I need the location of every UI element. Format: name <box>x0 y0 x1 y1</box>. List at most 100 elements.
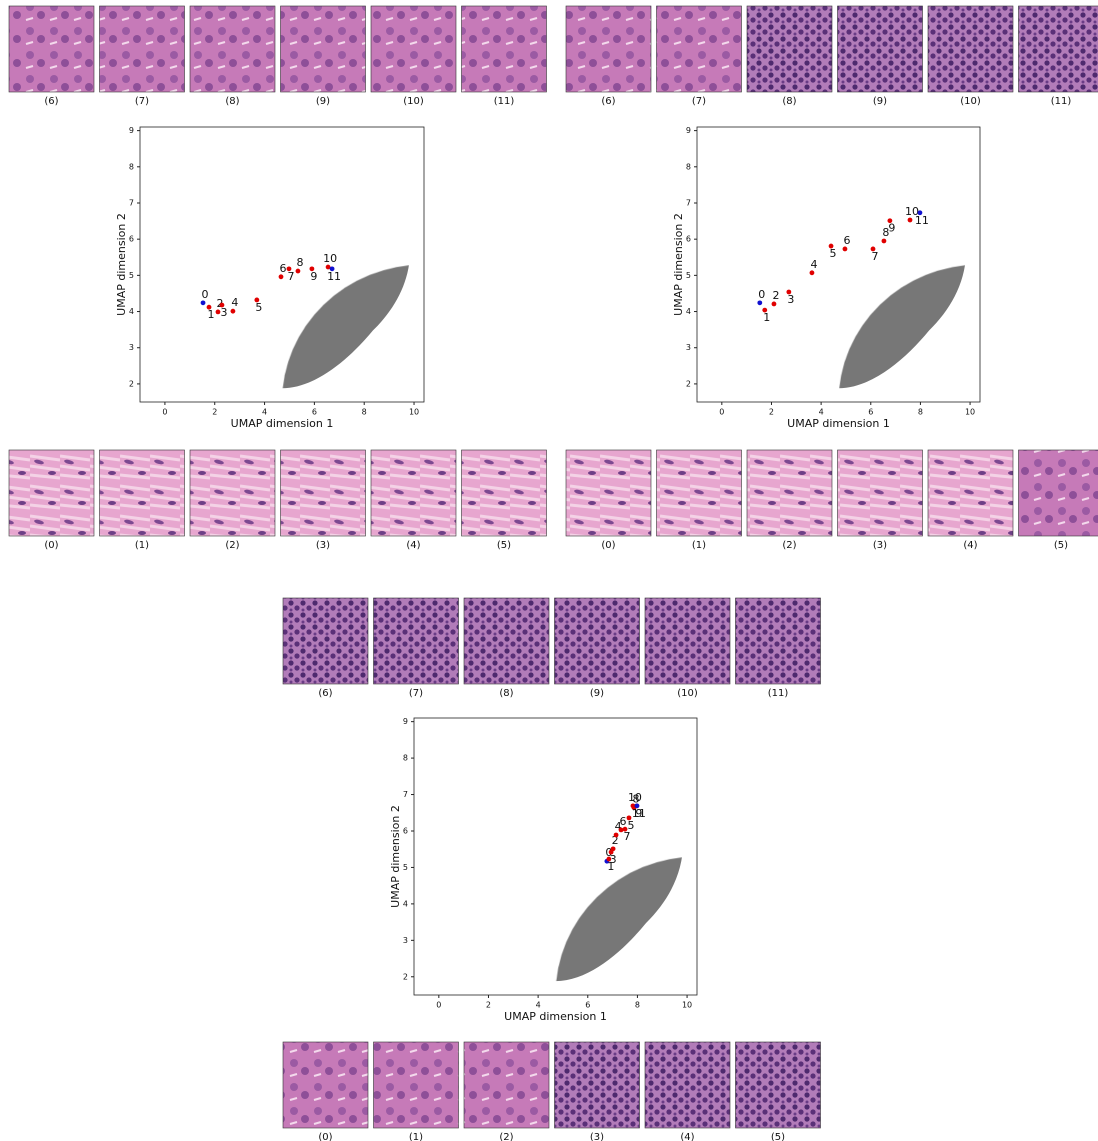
tile-label: (5) <box>497 540 511 551</box>
trajectory-point <box>908 218 913 223</box>
tile-label: (2) <box>782 540 796 551</box>
point-label: 6 <box>843 234 850 247</box>
histology-tile <box>555 1042 640 1128</box>
histology-tile <box>566 6 651 92</box>
point-label: 3 <box>220 306 227 319</box>
histology-tile <box>747 6 832 92</box>
point-label: 11 <box>915 214 929 227</box>
x-axis-label: UMAP dimension 1 <box>787 417 890 430</box>
trajectory-point <box>757 300 762 305</box>
histology-tile <box>281 450 366 536</box>
point-label: 2 <box>772 289 779 302</box>
tile-label: (4) <box>963 540 977 551</box>
histology-tile <box>657 450 742 536</box>
tile-label: (8) <box>225 96 239 107</box>
y-tick-label: 3 <box>686 343 691 352</box>
y-axis-label: UMAP dimension 2 <box>389 805 402 908</box>
histology-tile <box>462 450 547 536</box>
histology-tile <box>928 6 1013 92</box>
histology-tile <box>657 6 742 92</box>
tile-label: (8) <box>782 96 796 107</box>
x-tick-label: 10 <box>682 1001 692 1010</box>
histology-tile <box>555 598 640 684</box>
figure: 024681023456789UMAP dimension 1UMAP dime… <box>0 0 1098 1141</box>
point-label: 8 <box>296 256 303 269</box>
y-tick-label: 9 <box>686 126 691 135</box>
histology-tile <box>838 6 923 92</box>
histology-tile <box>464 598 549 684</box>
tile-label: (3) <box>873 540 887 551</box>
histology-tile <box>462 6 547 92</box>
tile-label: (8) <box>499 688 513 699</box>
point-label: 3 <box>787 293 794 306</box>
x-tick-label: 4 <box>262 408 267 417</box>
tile-label: (2) <box>499 1132 513 1141</box>
tile-label: (1) <box>692 540 706 551</box>
x-tick-label: 0 <box>162 408 167 417</box>
point-label: 11 <box>327 270 341 283</box>
y-axis-label: UMAP dimension 2 <box>672 213 685 316</box>
x-tick-label: 2 <box>769 408 774 417</box>
histology-tile <box>736 598 821 684</box>
histology-tile <box>281 6 366 92</box>
tile-label: (7) <box>409 688 423 699</box>
tile-label: (6) <box>44 96 58 107</box>
y-tick-label: 8 <box>129 162 134 171</box>
tile-label: (11) <box>768 688 789 699</box>
histology-tile <box>645 1042 730 1128</box>
trajectory-point <box>772 302 777 307</box>
tile-label: (0) <box>601 540 615 551</box>
x-tick-label: 4 <box>536 1001 541 1010</box>
point-label: 9 <box>888 222 895 235</box>
trajectory-point <box>201 300 206 305</box>
point-label: 11 <box>632 807 646 820</box>
y-tick-label: 8 <box>403 754 408 763</box>
trajectory-point <box>614 833 619 838</box>
x-tick-label: 8 <box>635 1001 640 1010</box>
histology-tile <box>747 450 832 536</box>
point-label: 0 <box>758 288 765 301</box>
point-label: 3 <box>610 853 617 866</box>
y-tick-label: 6 <box>129 235 134 244</box>
y-tick-label: 5 <box>686 271 691 280</box>
x-tick-label: 8 <box>918 408 923 417</box>
histology-tile <box>374 1042 459 1128</box>
x-axis-label: UMAP dimension 1 <box>231 417 334 430</box>
histology-tile <box>645 598 730 684</box>
tile-label: (4) <box>406 540 420 551</box>
trajectory-point <box>843 247 848 252</box>
tile-label: (10) <box>677 688 698 699</box>
tile-label: (5) <box>1054 540 1068 551</box>
y-tick-label: 2 <box>129 379 134 388</box>
point-label: 7 <box>287 270 294 283</box>
y-tick-label: 8 <box>686 162 691 171</box>
tile-label: (0) <box>44 540 58 551</box>
histology-tile <box>100 450 185 536</box>
x-tick-label: 6 <box>585 1001 590 1010</box>
tile-label: (1) <box>409 1132 423 1141</box>
histology-tile <box>190 450 275 536</box>
tile-label: (6) <box>318 688 332 699</box>
x-tick-label: 10 <box>409 408 419 417</box>
point-label: 4 <box>231 296 238 309</box>
y-tick-label: 2 <box>403 972 408 981</box>
y-tick-label: 5 <box>403 863 408 872</box>
trajectory-point <box>296 269 301 274</box>
tile-label: (4) <box>680 1132 694 1141</box>
y-tick-label: 9 <box>129 126 134 135</box>
tile-label: (1) <box>135 540 149 551</box>
tile-label: (6) <box>601 96 615 107</box>
tile-label: (0) <box>318 1132 332 1141</box>
histology-tile <box>928 450 1013 536</box>
trajectory-point <box>810 270 815 275</box>
y-tick-label: 7 <box>129 198 134 207</box>
point-label: 1 <box>763 311 770 324</box>
histology-tile <box>190 6 275 92</box>
histology-tile <box>374 598 459 684</box>
tile-label: (9) <box>316 96 330 107</box>
tile-label: (5) <box>771 1132 785 1141</box>
histology-tile <box>283 598 368 684</box>
x-axis-label: UMAP dimension 1 <box>504 1010 607 1023</box>
point-label: 6 <box>280 262 287 275</box>
